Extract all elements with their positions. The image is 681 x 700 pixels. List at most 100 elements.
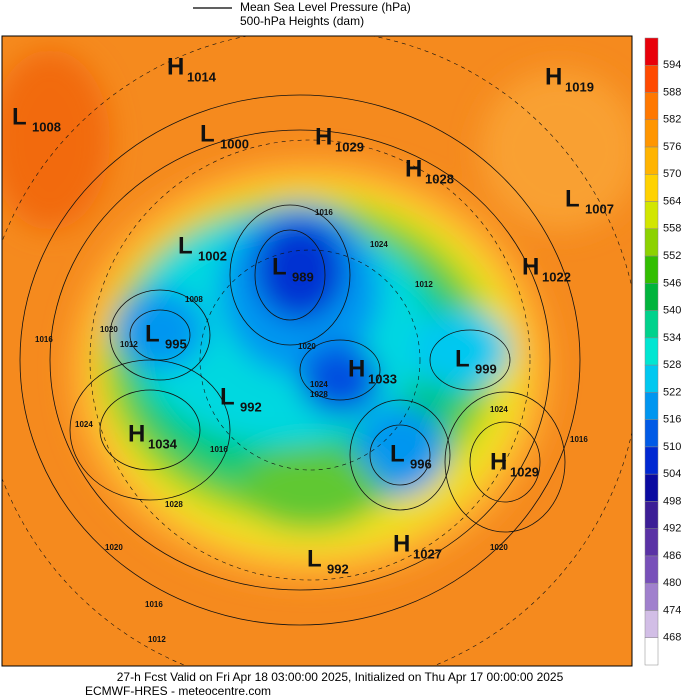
pressure-center-value: 1022 [542,269,571,284]
colorbar-cell [644,174,659,202]
colorbar-cell [644,419,659,448]
colorbar-label: 468 [663,632,681,644]
colorbar-label: 528 [663,359,681,371]
colorbar-cell [644,446,659,475]
colorbar-label: 540 [663,305,681,317]
colorbar-cell [644,283,659,311]
footer-source: ECMWF-HRES - meteocentre.com [85,684,271,698]
pressure-center-value: 1034 [148,436,178,451]
isobar-label: 1024 [75,420,93,429]
pressure-center-type: L [220,383,235,410]
colorbar-cell [644,92,659,121]
isobar-label: 1016 [35,335,53,344]
pressure-center-type: H [405,155,422,182]
colorbar-label: 588 [663,86,681,98]
pressure-center-type: H [128,420,145,447]
isobar-label: 1024 [490,405,508,414]
colorbar-label: 486 [663,550,681,562]
colorbar-label: 552 [663,250,681,262]
pressure-center-type: L [145,320,160,347]
colorbar-label: 480 [663,577,681,589]
colorbar-cell [644,473,659,502]
pressure-center-type: L [200,120,215,147]
isobar-label: 1016 [145,600,163,609]
isobar-label: 1012 [120,340,138,349]
colorbar-cell [644,582,659,611]
colorbar-label: 504 [663,468,681,480]
isobar-label: 1008 [185,295,203,304]
isobar-label: 1016 [315,208,333,217]
colorbar-label: 492 [663,523,681,535]
pressure-center-type: L [307,545,322,572]
pressure-center-type: L [565,185,580,212]
isobar-label: 1020 [490,543,508,552]
pressure-center-value: 1033 [368,371,397,386]
colorbar-cell [644,337,659,366]
legend-fill-label: 500-hPa Heights (dam) [240,14,364,28]
pressure-center-value: 1000 [220,136,249,151]
pressure-center-type: L [178,232,193,259]
pressure-center-value: 995 [165,336,187,351]
isobar-label: 1016 [210,445,228,454]
pressure-center-value: 1014 [187,69,217,84]
colorbar-label: 474 [663,604,681,616]
colorbar-cell [644,146,659,175]
colorbar-cell [644,119,659,148]
colorbar-cell [644,228,659,257]
pressure-center-type: L [455,345,470,372]
colorbar-label: 564 [663,195,681,207]
pressure-center-type: H [348,355,365,382]
colorbar-cell [644,610,659,638]
colorbar-label: 522 [663,386,681,398]
pressure-center-value: 992 [240,399,262,414]
colorbar-cell [644,637,659,666]
pressure-center-type: H [522,253,539,280]
pressure-center-type: H [545,63,562,90]
isobar-label: 1020 [100,325,118,334]
isobar-label: 1020 [298,342,316,351]
colorbar-label: 510 [663,441,681,453]
pressure-center-value: 1019 [565,79,594,94]
colorbar-cell [644,65,659,93]
pressure-center-type: H [167,53,184,80]
colorbar-cell [644,310,659,339]
colorbar-cell [644,37,659,66]
pressure-center-value: 1002 [198,248,227,263]
colorbar-label: 570 [663,168,681,180]
colorbar-cell [644,501,659,529]
colorbar-label: 516 [663,414,681,426]
colorbar-label: 582 [663,114,681,126]
colorbar-label: 546 [663,277,681,289]
colorbar-label: 498 [663,495,681,507]
footer-valid: 27-h Fcst Valid on Fri Apr 18 03:00:00 2… [117,670,564,684]
pressure-center-type: H [490,448,507,475]
colorbar-label: 594 [663,59,681,71]
isobar-label: 1028 [165,500,183,509]
pressure-center-value: 999 [475,361,497,376]
colorbar-label: 558 [663,223,681,235]
pressure-center-type: L [12,103,27,130]
colorbar-cell [644,255,659,284]
pressure-center-value: 989 [292,269,314,284]
pressure-center-value: 1027 [413,546,442,561]
pressure-center-type: H [315,123,332,150]
pressure-center-type: L [390,440,405,467]
colorbar-cell [644,201,659,230]
pressure-center-value: 1029 [510,464,539,479]
isobar-label: 1012 [415,280,433,289]
colorbar-label: 534 [663,332,681,344]
colorbar-label: 576 [663,141,681,153]
pressure-center-value: 996 [410,456,432,471]
pressure-center-value: 1029 [335,139,364,154]
pressure-center-value: 1008 [32,119,61,134]
legend-line-label: Mean Sea Level Pressure (hPa) [240,0,411,14]
isobar-label: 1024 [370,240,388,249]
colorbar-cell [644,392,659,420]
colorbar-cell [644,364,659,393]
pressure-center-type: H [393,530,410,557]
isobar-label: 1016 [570,435,588,444]
pressure-center-value: 1028 [425,171,454,186]
isobar-label: 1024 [310,380,328,389]
